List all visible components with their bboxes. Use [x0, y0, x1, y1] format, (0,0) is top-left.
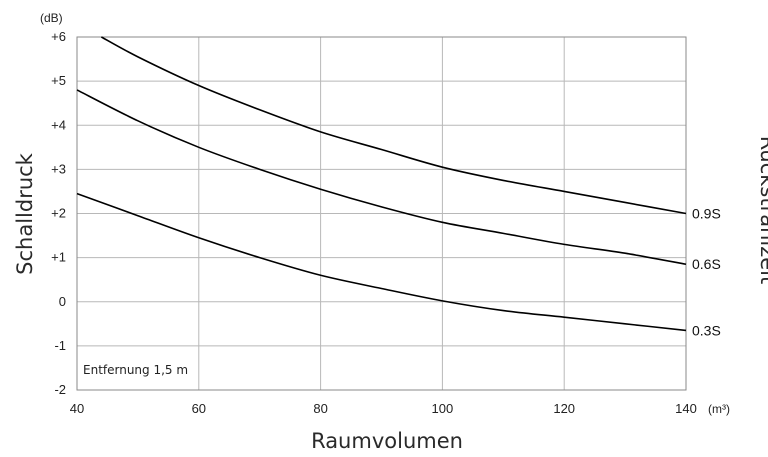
y-tick-label: -1 [54, 338, 66, 353]
x-tick-label: 80 [313, 401, 327, 416]
series-line-0.6S [76, 89, 687, 266]
distance-annotation: Entfernung 1,5 m [83, 363, 188, 377]
y-unit-label: (dB) [40, 11, 63, 25]
x-tick-label: 120 [553, 401, 575, 416]
grid [76, 36, 687, 391]
x-unit-label: (m³) [708, 402, 730, 416]
series-label-0.3S: 0.3S [692, 322, 721, 338]
x-tick-label: 140 [675, 401, 697, 416]
series-line-0.9S [100, 36, 687, 215]
right-axis-title: Rückstrahlzeit [756, 136, 768, 285]
y-tick-label: +3 [51, 161, 66, 176]
y-tick-labels: +6 +5 +4 +3 +2 +1 0 -1 -2 [51, 29, 66, 397]
y-tick-label: +1 [51, 250, 66, 265]
x-tick-label: 40 [70, 401, 84, 416]
x-tick-label: 60 [192, 401, 206, 416]
y-tick-label: +5 [51, 73, 66, 88]
y-tick-label: +4 [51, 117, 66, 132]
x-tick-label: 100 [432, 401, 454, 416]
x-axis-title: Raumvolumen [311, 429, 463, 453]
y-tick-label: +2 [51, 206, 66, 221]
y-tick-label: 0 [59, 294, 66, 309]
y-tick-label: -2 [54, 382, 66, 397]
y-tick-label: +6 [51, 29, 66, 44]
series-label-0.9S: 0.9S [692, 206, 721, 222]
y-axis-title: Schalldruck [13, 152, 37, 275]
series-label-0.6S: 0.6S [692, 256, 721, 272]
series-line-0.3S [76, 192, 687, 332]
series-labels: 0.9S 0.6S 0.3S [692, 206, 721, 339]
x-tick-labels: 40 60 80 100 120 140 [70, 401, 697, 416]
series-layer [76, 36, 687, 332]
